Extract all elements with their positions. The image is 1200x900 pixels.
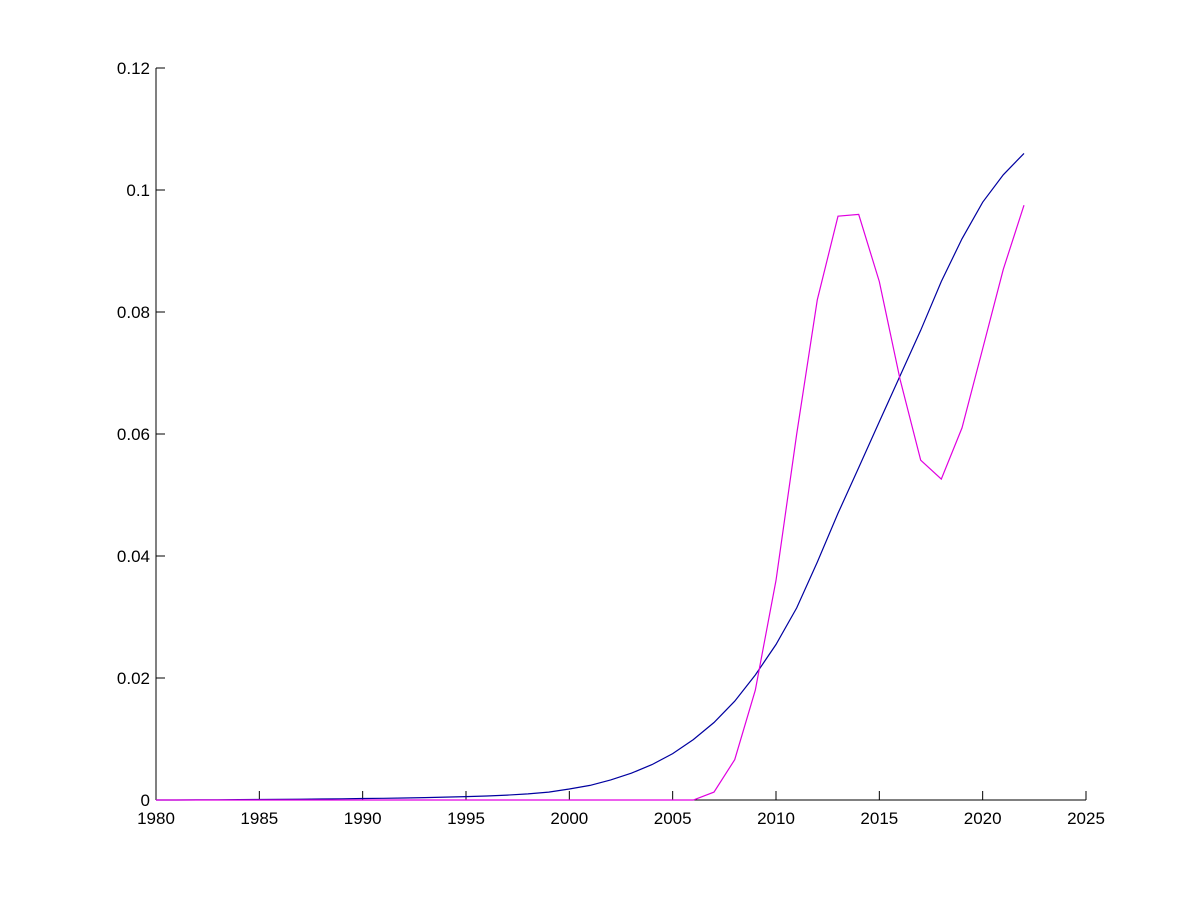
x-tick-label: 2020 — [964, 809, 1002, 828]
y-tick-label: 0 — [141, 791, 150, 810]
x-tick-label: 1995 — [447, 809, 485, 828]
x-tick-label: 2010 — [757, 809, 795, 828]
x-tick-label: 2025 — [1067, 809, 1105, 828]
x-tick-label: 1985 — [240, 809, 278, 828]
series-lines — [156, 152, 1025, 801]
x-tick-label: 1990 — [344, 809, 382, 828]
series-line-2 — [156, 205, 1025, 801]
y-tick-label: 0.12 — [117, 59, 150, 78]
x-tick-label: 2015 — [860, 809, 898, 828]
y-tick-label: 0.02 — [117, 669, 150, 688]
x-tick-label: 1980 — [137, 809, 175, 828]
x-tick-label: 2000 — [550, 809, 588, 828]
series-line-1 — [156, 152, 1025, 801]
axes: 1980 1985 1990 1995 2000 2005 2010 2015 2020 2025… — [117, 59, 1105, 828]
x-tick-label: 2005 — [654, 809, 692, 828]
y-tick-label: 0.1 — [126, 181, 150, 200]
y-tick-label: 0.08 — [117, 303, 150, 322]
y-tick-label: 0.04 — [117, 547, 150, 566]
y-tick-label: 0.06 — [117, 425, 150, 444]
